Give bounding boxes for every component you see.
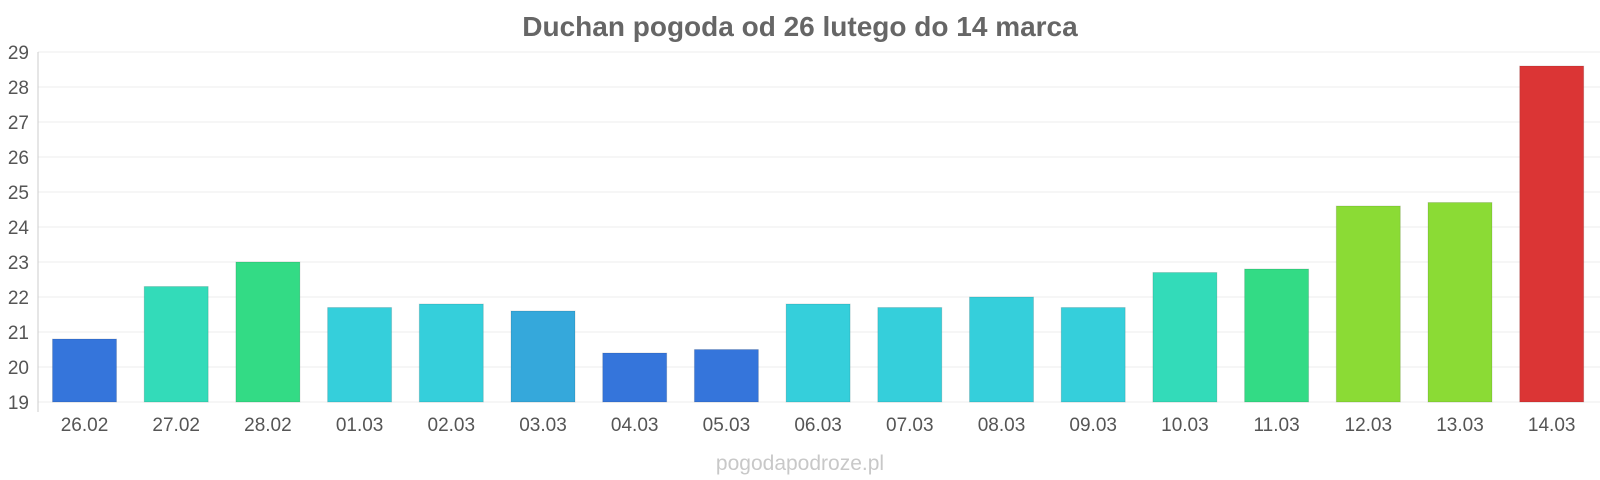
bar-08.03: [969, 296, 1034, 403]
y-tick-label: 23: [8, 253, 29, 274]
x-tick-label: 28.02: [244, 415, 292, 436]
x-tick-label: 01.03: [336, 415, 384, 436]
x-tick-label: 26.02: [61, 415, 109, 436]
y-tick-label: 27: [8, 113, 29, 134]
bar-06.03: [785, 303, 851, 403]
x-tick-label: 05.03: [703, 415, 751, 436]
y-tick-label: 25: [8, 183, 29, 204]
watermark: pogodapodroze.pl: [716, 452, 884, 475]
y-tick-label: 28: [8, 78, 29, 99]
chart-title: Duchan pogoda od 26 lutego do 14 marca: [522, 11, 1078, 42]
x-tick-label: 14.03: [1528, 415, 1576, 436]
bar-11.03: [1244, 268, 1310, 403]
y-tick-label: 22: [8, 288, 29, 309]
x-axis-ticks: 26.02 27.02 28.02 01.03 02.03 03.03 04.03 05.03…: [61, 415, 1576, 436]
bar-07.03: [877, 307, 943, 403]
y-tick-label: 20: [8, 358, 29, 379]
x-tick-label: 07.03: [886, 415, 934, 436]
x-tick-label: 08.03: [978, 415, 1026, 436]
bar-12.03: [1335, 205, 1401, 403]
x-tick-label: 27.02: [152, 415, 200, 436]
bar-03.03: [510, 310, 576, 403]
bar-04.03: [602, 352, 668, 403]
y-tick-label: 24: [8, 218, 30, 239]
x-tick-label: 06.03: [794, 415, 842, 436]
x-tick-label: 04.03: [611, 415, 659, 436]
bar-09.03: [1060, 307, 1126, 403]
bar-10.03: [1152, 272, 1218, 403]
x-tick-label: 11.03: [1254, 415, 1300, 436]
x-tick-label: 09.03: [1069, 415, 1117, 436]
y-tick-label: 29: [8, 43, 29, 64]
x-tick-label: 03.03: [519, 415, 567, 436]
y-tick-label: 21: [8, 323, 29, 344]
x-tick-label: 10.03: [1161, 415, 1209, 436]
bar-26.02: [52, 338, 117, 403]
y-tick-label: 19: [8, 393, 29, 414]
x-tick-label: 13.03: [1436, 415, 1484, 436]
bar-01.03: [327, 307, 393, 403]
bar-27.02: [143, 286, 209, 403]
bar-28.02: [235, 261, 301, 403]
bar-14.03: [1519, 65, 1585, 403]
bar-05.03: [693, 349, 759, 403]
bars: [52, 65, 1585, 403]
y-tick-label: 26: [8, 148, 29, 169]
bar-13.03: [1427, 202, 1493, 403]
x-tick-label: 02.03: [428, 415, 476, 436]
y-axis-ticks: 19 20 21 22 23 24 25 26 27 28 29: [8, 43, 30, 414]
bar-02.03: [418, 303, 484, 403]
x-tick-label: 12.03: [1345, 415, 1393, 436]
